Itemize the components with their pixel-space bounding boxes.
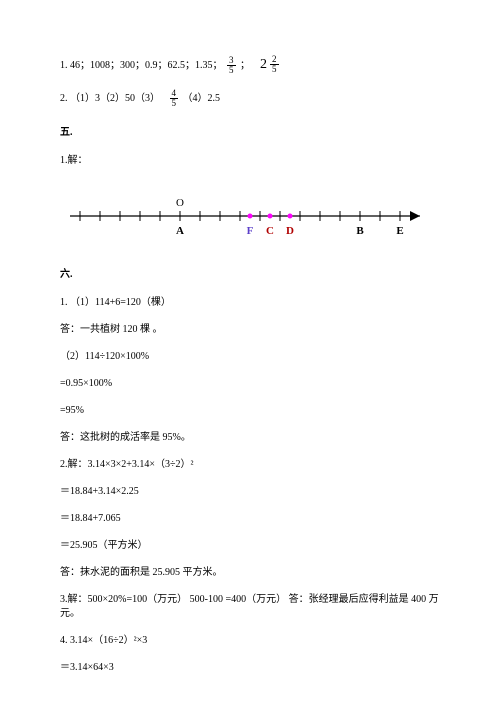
point-F-dot [248, 214, 253, 219]
p6-1e: =95% [60, 404, 440, 418]
section-6-body: 1. （1）114+6=120（棵） 答：一共植树 120 棵 。 （2）114… [60, 296, 440, 675]
q2-frac: 4 5 [170, 89, 179, 108]
q1-prefix: 1. 46；1008；300；0.9；62.5；1.35； [60, 60, 223, 71]
number-line-diagram: O A B E F C D [60, 186, 440, 246]
q2-prefix: 2. （1）3（2）50（3） [60, 93, 160, 104]
p6-2a: 2.解：3.14×3×2+3.14×（3÷2）² [60, 458, 440, 472]
section-6-heading: 六. [60, 268, 440, 282]
label-A: A [176, 225, 184, 237]
label-B: B [356, 225, 364, 237]
p6-2c: ＝18.84+7.065 [60, 512, 440, 526]
p6-2e: 答：抹水泥的面积是 25.905 平方米。 [60, 566, 440, 580]
p6-4b: ＝3.14×64×3 [60, 661, 440, 675]
label-E: E [396, 225, 403, 237]
p6-4a: 4. 3.14×（16÷2）²×3 [60, 634, 440, 648]
label-D: D [286, 225, 294, 237]
p6-1d: =0.95×100% [60, 377, 440, 391]
point-C-dot [268, 214, 273, 219]
p6-2d: ＝25.905（平方米） [60, 539, 440, 553]
p6-1c: （2）114÷120×100% [60, 350, 440, 364]
section-5-heading: 五. [60, 126, 440, 140]
label-F: F [247, 225, 254, 237]
p6-1a: 1. （1）114+6=120（棵） [60, 296, 440, 310]
label-O: O [176, 197, 184, 209]
q2-suffix: （4）2.5 [183, 93, 221, 104]
p6-3a: 3.解：500×20%=100（万元） 500-100 =400（万元） 答：张… [60, 593, 440, 621]
p6-2b: ＝18.84+3.14×2.25 [60, 485, 440, 499]
label-C: C [266, 225, 274, 237]
q1-frac1: 3 5 [227, 56, 236, 75]
answer-1: 1. 46；1008；300；0.9；62.5；1.35； 3 5 ； 2 2 … [60, 55, 440, 75]
p6-1f: 答：这批树的成活率是 95%。 [60, 431, 440, 445]
q1-mixed: 2 2 5 [260, 55, 281, 75]
section-5-item-1: 1.解： [60, 154, 440, 168]
p6-1b: 答：一共植树 120 棵 。 [60, 323, 440, 337]
answer-2: 2. （1）3（2）50（3） 4 5 （4）2.5 [60, 89, 440, 108]
q1-sep: ； [240, 60, 250, 71]
point-D-dot [288, 214, 293, 219]
